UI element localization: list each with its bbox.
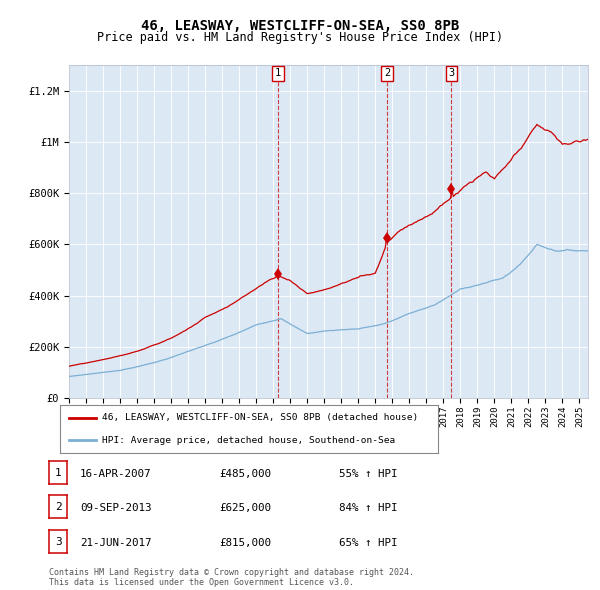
Text: 84% ↑ HPI: 84% ↑ HPI (339, 503, 397, 513)
Text: 09-SEP-2013: 09-SEP-2013 (80, 503, 151, 513)
Text: 21-JUN-2017: 21-JUN-2017 (80, 538, 151, 548)
Text: 1: 1 (275, 68, 281, 78)
Text: Contains HM Land Registry data © Crown copyright and database right 2024.
This d: Contains HM Land Registry data © Crown c… (49, 568, 414, 587)
Text: £815,000: £815,000 (219, 538, 271, 548)
Text: HPI: Average price, detached house, Southend-on-Sea: HPI: Average price, detached house, Sout… (101, 435, 395, 444)
Text: 46, LEASWAY, WESTCLIFF-ON-SEA, SS0 8PB: 46, LEASWAY, WESTCLIFF-ON-SEA, SS0 8PB (141, 19, 459, 33)
Text: 46, LEASWAY, WESTCLIFF-ON-SEA, SS0 8PB (detached house): 46, LEASWAY, WESTCLIFF-ON-SEA, SS0 8PB (… (101, 414, 418, 422)
Text: £625,000: £625,000 (219, 503, 271, 513)
Text: 16-APR-2007: 16-APR-2007 (80, 469, 151, 479)
Text: 55% ↑ HPI: 55% ↑ HPI (339, 469, 397, 479)
Text: Price paid vs. HM Land Registry's House Price Index (HPI): Price paid vs. HM Land Registry's House … (97, 31, 503, 44)
Text: 1: 1 (55, 468, 62, 477)
Text: 3: 3 (55, 537, 62, 546)
Text: 65% ↑ HPI: 65% ↑ HPI (339, 538, 397, 548)
Text: 2: 2 (55, 502, 62, 512)
Text: £485,000: £485,000 (219, 469, 271, 479)
Text: 3: 3 (448, 68, 454, 78)
Text: 2: 2 (384, 68, 390, 78)
